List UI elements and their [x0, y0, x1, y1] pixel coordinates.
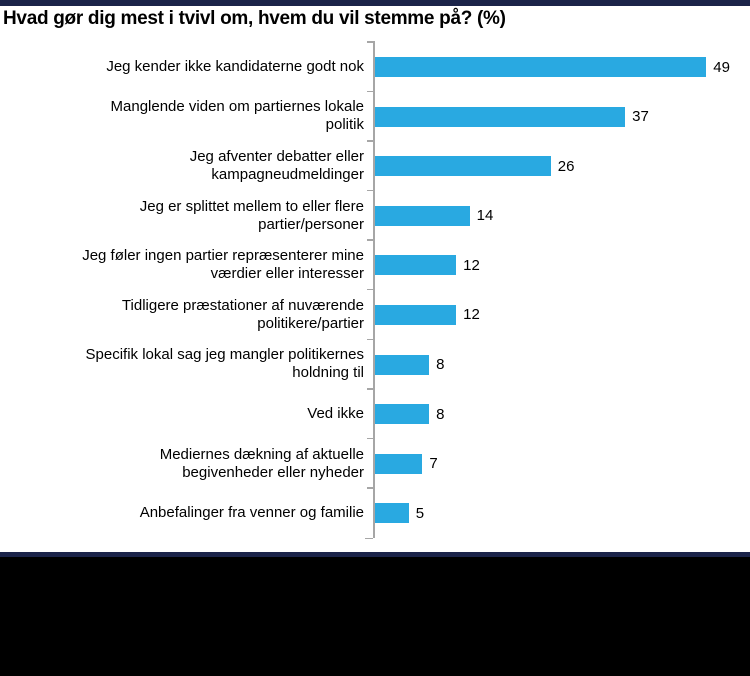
axis-tick — [367, 437, 375, 440]
bar-chart: Jeg kender ikke kandidaterne godt nok 49 M… — [0, 41, 750, 539]
category-label-text: Jeg afventer debatter eller kampagneudmel… — [189, 147, 364, 183]
bar-group: 5 — [375, 503, 425, 524]
bar — [375, 106, 626, 127]
value-label: 26 — [557, 157, 575, 175]
axis-tick — [367, 338, 375, 341]
bar-group: 37 — [375, 106, 649, 127]
chart-row: Specifik lokal sag jeg mangler politiker… — [0, 338, 750, 390]
plot-cell: 5 — [367, 487, 750, 538]
category-label: Specifik lokal sag jeg mangler politiker… — [0, 340, 373, 390]
category-label-text: Mediernes dækning af aktuelle begivenhede… — [159, 445, 364, 481]
bar — [375, 156, 551, 177]
chart-row: Jeg afventer debatter eller kampagneudmel… — [0, 140, 750, 191]
plot-cell: 49 — [367, 41, 750, 92]
plot-cell: 8 — [367, 338, 750, 390]
chart-row: Mediernes dækning af aktuelle begivenhede… — [0, 437, 750, 489]
bar — [375, 304, 457, 325]
value-label: 7 — [429, 455, 438, 473]
axis-tick — [367, 90, 375, 93]
plot-cell: 14 — [367, 189, 750, 241]
category-label-text: Jeg føler ingen partier repræsenterer mi… — [82, 247, 364, 283]
chart-row: Jeg føler ingen partier repræsenterer mi… — [0, 239, 750, 290]
value-label: 12 — [463, 256, 480, 274]
footer-black-band — [0, 557, 750, 676]
category-label: Ved ikke — [0, 389, 373, 439]
top-accent-bar — [0, 0, 750, 6]
plot-cell: 12 — [367, 288, 750, 340]
category-label-text: Specifik lokal sag jeg mangler politiker… — [85, 346, 364, 382]
category-label-text: Tidligere præstationer af nuværende polit… — [121, 296, 364, 332]
axis-tick — [367, 388, 375, 390]
chart-row: Jeg er splittet mellem to eller flere par… — [0, 189, 750, 241]
bar-group: 8 — [375, 404, 445, 425]
bar-group: 12 — [375, 255, 480, 276]
value-label: 37 — [632, 108, 649, 126]
category-label-text: Jeg er splittet mellem to eller flere par… — [139, 197, 364, 233]
category-label-text: Anbefalinger fra venner og familie — [139, 504, 364, 522]
chart-row: Tidligere præstationer af nuværende polit… — [0, 288, 750, 340]
category-label: Mediernes dækning af aktuelle begivenhede… — [0, 439, 373, 489]
bar — [375, 205, 470, 226]
value-label: 5 — [415, 504, 425, 522]
chart-row: Anbefalinger fra venner og familie 5 — [0, 487, 750, 538]
chart-title: Hvad gør dig mest i tvivl om, hvem du vi… — [3, 8, 506, 29]
value-label: 14 — [476, 207, 494, 225]
chart-rows: Jeg kender ikke kandidaterne godt nok 49 M… — [0, 41, 750, 538]
bar-group: 7 — [375, 453, 438, 474]
bar — [375, 404, 430, 425]
bar-group: 26 — [375, 156, 575, 177]
bar-group: 12 — [375, 304, 480, 325]
bar — [375, 453, 423, 474]
category-label: Tidligere præstationer af nuværende polit… — [0, 290, 373, 340]
chart-row: Jeg kender ikke kandidaterne godt nok 49 — [0, 41, 750, 92]
category-label-text: Ved ikke — [307, 404, 364, 422]
category-label: Anbefalinger fra venner og familie — [0, 488, 373, 538]
value-label: 49 — [713, 58, 730, 76]
bar-group: 49 — [375, 57, 730, 77]
axis-tick — [367, 239, 375, 241]
bar — [375, 503, 409, 524]
axis-tick — [367, 288, 375, 291]
category-label-text: Manglende viden om partiernes lokale poli… — [110, 98, 364, 134]
bar — [375, 57, 707, 77]
plot-cell: 8 — [367, 388, 750, 439]
category-label-text: Jeg kender ikke kandidaterne godt nok — [106, 57, 364, 75]
bar — [375, 354, 430, 375]
chart-row: Manglende viden om partiernes lokale poli… — [0, 90, 750, 142]
category-label: Jeg er splittet mellem to eller flere par… — [0, 191, 373, 241]
footer-accent-line — [0, 552, 750, 557]
plot-cell: 12 — [367, 239, 750, 290]
value-label: 12 — [463, 306, 480, 324]
bar-group: 8 — [375, 354, 445, 375]
value-label: 8 — [436, 405, 445, 423]
value-label: 8 — [436, 356, 445, 374]
axis-tick — [367, 487, 375, 489]
axis-bottom-tick — [365, 537, 373, 539]
plot-cell: 26 — [367, 140, 750, 191]
category-label: Jeg føler ingen partier repræsenterer mi… — [0, 240, 373, 290]
plot-cell: 37 — [367, 90, 750, 142]
bar-group: 14 — [375, 205, 494, 226]
bar — [375, 255, 457, 276]
axis-tick — [367, 140, 375, 142]
axis-tick — [367, 189, 375, 192]
category-label: Jeg afventer debatter eller kampagneudmel… — [0, 141, 373, 191]
chart-row: Ved ikke 8 — [0, 388, 750, 439]
plot-cell: 7 — [367, 437, 750, 489]
axis-tick — [367, 41, 375, 43]
category-label: Jeg kender ikke kandidaterne godt nok — [0, 42, 373, 92]
category-label: Manglende viden om partiernes lokale poli… — [0, 92, 373, 142]
